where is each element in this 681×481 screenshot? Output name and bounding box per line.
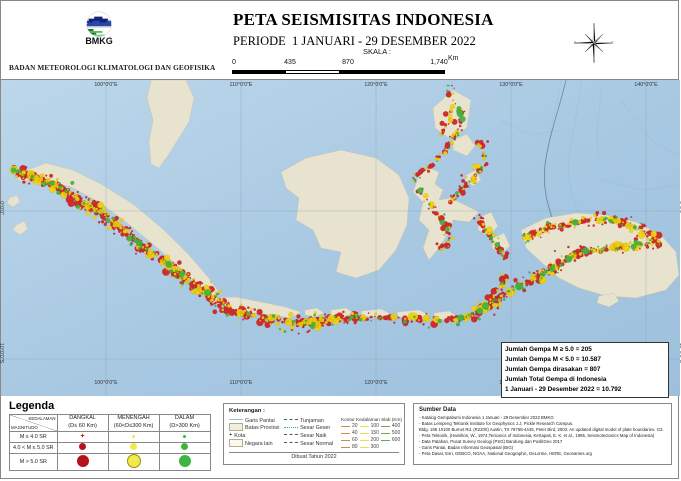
svg-text:U: U	[593, 23, 596, 26]
svg-text:S: S	[593, 60, 596, 63]
svg-text:T: T	[611, 41, 613, 45]
svg-text:BMKG: BMKG	[85, 36, 112, 46]
